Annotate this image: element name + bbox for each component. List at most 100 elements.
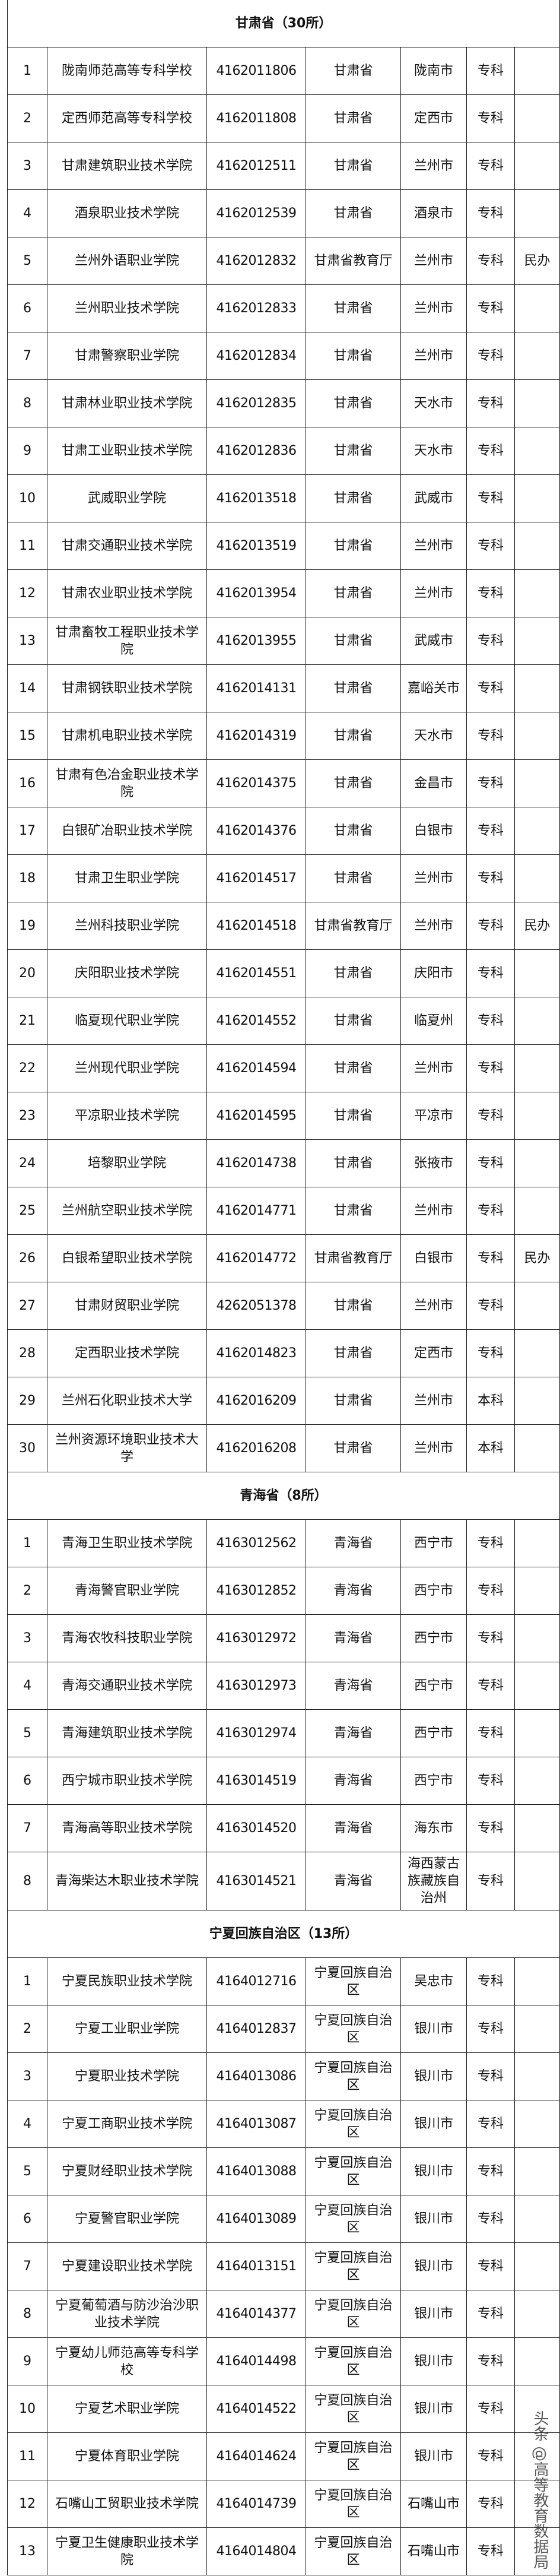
authority-cell: 青海省 (306, 1852, 401, 1910)
school-name-cell: 酒泉职业技术学院 (47, 189, 207, 237)
level-cell: 专科 (466, 142, 515, 190)
index-cell: 9 (7, 2337, 47, 2385)
school-code-cell: 4162014772 (206, 1234, 306, 1282)
city-cell: 西宁市 (400, 1709, 467, 1757)
table-row: 18 甘肃卫生职业学院 4162014517 甘肃省 兰州市 专科 (7, 854, 560, 902)
index-cell: 10 (7, 2385, 47, 2433)
level-cell: 专科 (466, 47, 515, 95)
authority-cell: 甘肃省教育厅 (306, 1234, 401, 1282)
city-cell: 海东市 (400, 1804, 467, 1852)
city-cell: 天水市 (400, 712, 467, 760)
note-cell (514, 2290, 560, 2338)
authority-cell: 甘肃省 (306, 379, 401, 427)
city-cell: 西宁市 (400, 1519, 467, 1567)
table-row: 4 酒泉职业技术学院 4162012539 甘肃省 酒泉市 专科 (7, 189, 560, 237)
school-name-cell: 宁夏葡萄酒与防沙治沙职业技术学院 (47, 2290, 207, 2338)
note-cell (514, 474, 560, 522)
index-cell: 27 (7, 1282, 47, 1330)
index-cell: 10 (7, 474, 47, 522)
city-cell: 兰州市 (400, 569, 467, 617)
authority-cell: 青海省 (306, 1709, 401, 1757)
authority-cell: 宁夏回族自治区 (306, 2480, 401, 2528)
table-row: 9 甘肃工业职业技术学院 4162012836 甘肃省 天水市 专科 (7, 427, 560, 475)
level-cell: 专科 (466, 2052, 515, 2100)
authority-cell: 甘肃省教育厅 (306, 237, 401, 285)
school-name-cell: 青海建筑职业技术学院 (47, 1709, 207, 1757)
table-row: 11 宁夏体育职业学院 4164014624 宁夏回族自治区 银川市 专科 (7, 2432, 560, 2480)
index-cell: 1 (7, 47, 47, 95)
index-cell: 7 (7, 2242, 47, 2290)
authority-cell: 甘肃省 (306, 664, 401, 712)
city-cell: 平凉市 (400, 1092, 467, 1140)
city-cell: 银川市 (400, 2337, 467, 2385)
authority-cell: 宁夏回族自治区 (306, 2527, 401, 2575)
city-cell: 西宁市 (400, 1614, 467, 1662)
school-name-cell: 甘肃有色冶金职业技术学院 (47, 759, 207, 807)
level-cell: 专科 (466, 712, 515, 760)
index-cell: 8 (7, 1852, 47, 1910)
school-code-cell: 4162012835 (206, 379, 306, 427)
city-cell: 张掖市 (400, 1139, 467, 1187)
level-cell: 专科 (466, 522, 515, 570)
level-cell: 专科 (466, 94, 515, 142)
school-code-cell: 4162014823 (206, 1329, 306, 1377)
note-cell (514, 284, 560, 332)
school-code-cell: 4162014517 (206, 854, 306, 902)
school-name-cell: 兰州科技职业学院 (47, 902, 207, 950)
table-row: 6 宁夏警官职业学院 4164013089 宁夏回族自治区 银川市 专科 (7, 2195, 560, 2243)
school-code-cell: 4162012836 (206, 427, 306, 475)
note-cell (514, 1804, 560, 1852)
table-row: 17 白银矿冶职业技术学院 4162014376 甘肃省 白银市 专科 (7, 807, 560, 855)
authority-cell: 甘肃省 (306, 1329, 401, 1377)
note-cell (514, 759, 560, 807)
level-cell: 专科 (466, 2005, 515, 2053)
note-cell (514, 2337, 560, 2385)
level-cell: 专科 (466, 1614, 515, 1662)
school-code-cell: 4164013086 (206, 2052, 306, 2100)
note-cell (514, 1139, 560, 1187)
city-cell: 西宁市 (400, 1567, 467, 1615)
table-row: 3 青海农牧科技职业学院 4163012972 青海省 西宁市 专科 (7, 1614, 560, 1662)
level-cell: 专科 (466, 2432, 515, 2480)
authority-cell: 甘肃省 (306, 949, 401, 997)
authority-cell: 青海省 (306, 1662, 401, 1710)
authority-cell: 甘肃省 (306, 284, 401, 332)
school-name-cell: 宁夏卫生健康职业技术学院 (47, 2527, 207, 2575)
level-cell: 专科 (466, 2290, 515, 2338)
index-cell: 3 (7, 142, 47, 190)
school-list-table: 甘肃省（30所） 1 陇南师范高等专科学校 4162011806 甘肃省 陇南市 专科 2 定西… (7, 0, 560, 2575)
note-cell (514, 47, 560, 95)
school-code-cell: 4163012974 (206, 1709, 306, 1757)
level-cell: 专科 (466, 1709, 515, 1757)
table-row: 15 甘肃机电职业技术学院 4162014319 甘肃省 天水市 专科 (7, 712, 560, 760)
note-cell: 民办 (514, 237, 560, 285)
index-cell: 4 (7, 189, 47, 237)
city-cell: 嘉峪关市 (400, 664, 467, 712)
school-code-cell: 4162016208 (206, 1424, 306, 1472)
index-cell: 22 (7, 1044, 47, 1092)
school-code-cell: 4163014521 (206, 1852, 306, 1910)
city-cell: 兰州市 (400, 902, 467, 950)
city-cell: 兰州市 (400, 142, 467, 190)
authority-cell: 宁夏回族自治区 (306, 2242, 401, 2290)
school-code-cell: 4164014624 (206, 2432, 306, 2480)
table-row: 30 兰州资源环境职业技术大学 4162016208 甘肃省 兰州市 本科 (7, 1424, 560, 1472)
index-cell: 4 (7, 1662, 47, 1710)
index-cell: 8 (7, 2290, 47, 2338)
index-cell: 11 (7, 522, 47, 570)
index-cell: 2 (7, 1567, 47, 1615)
school-code-cell: 4162014552 (206, 997, 306, 1045)
school-name-cell: 宁夏艺术职业学院 (47, 2385, 207, 2433)
level-cell: 专科 (466, 2195, 515, 2243)
school-name-cell: 宁夏职业技术学院 (47, 2052, 207, 2100)
index-cell: 7 (7, 332, 47, 380)
level-cell: 专科 (466, 759, 515, 807)
city-cell: 兰州市 (400, 522, 467, 570)
school-code-cell: 4164014377 (206, 2290, 306, 2338)
table-row: 3 甘肃建筑职业技术学院 4162012511 甘肃省 兰州市 专科 (7, 142, 560, 190)
index-cell: 11 (7, 2432, 47, 2480)
note-cell (514, 2242, 560, 2290)
index-cell: 6 (7, 2195, 47, 2243)
level-cell: 专科 (466, 1662, 515, 1710)
city-cell: 白银市 (400, 1234, 467, 1282)
